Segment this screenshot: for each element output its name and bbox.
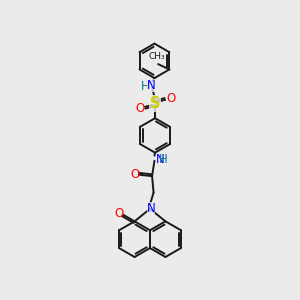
Text: CH₃: CH₃ — [148, 52, 165, 61]
Text: O: O — [166, 92, 175, 105]
Text: N: N — [147, 79, 156, 92]
Text: H: H — [158, 153, 167, 166]
Text: O: O — [130, 168, 140, 181]
Text: H: H — [141, 80, 150, 93]
Text: S: S — [150, 96, 160, 111]
Text: N: N — [156, 153, 165, 166]
Text: O: O — [115, 207, 124, 220]
Text: N: N — [146, 202, 155, 215]
Text: O: O — [135, 102, 144, 115]
